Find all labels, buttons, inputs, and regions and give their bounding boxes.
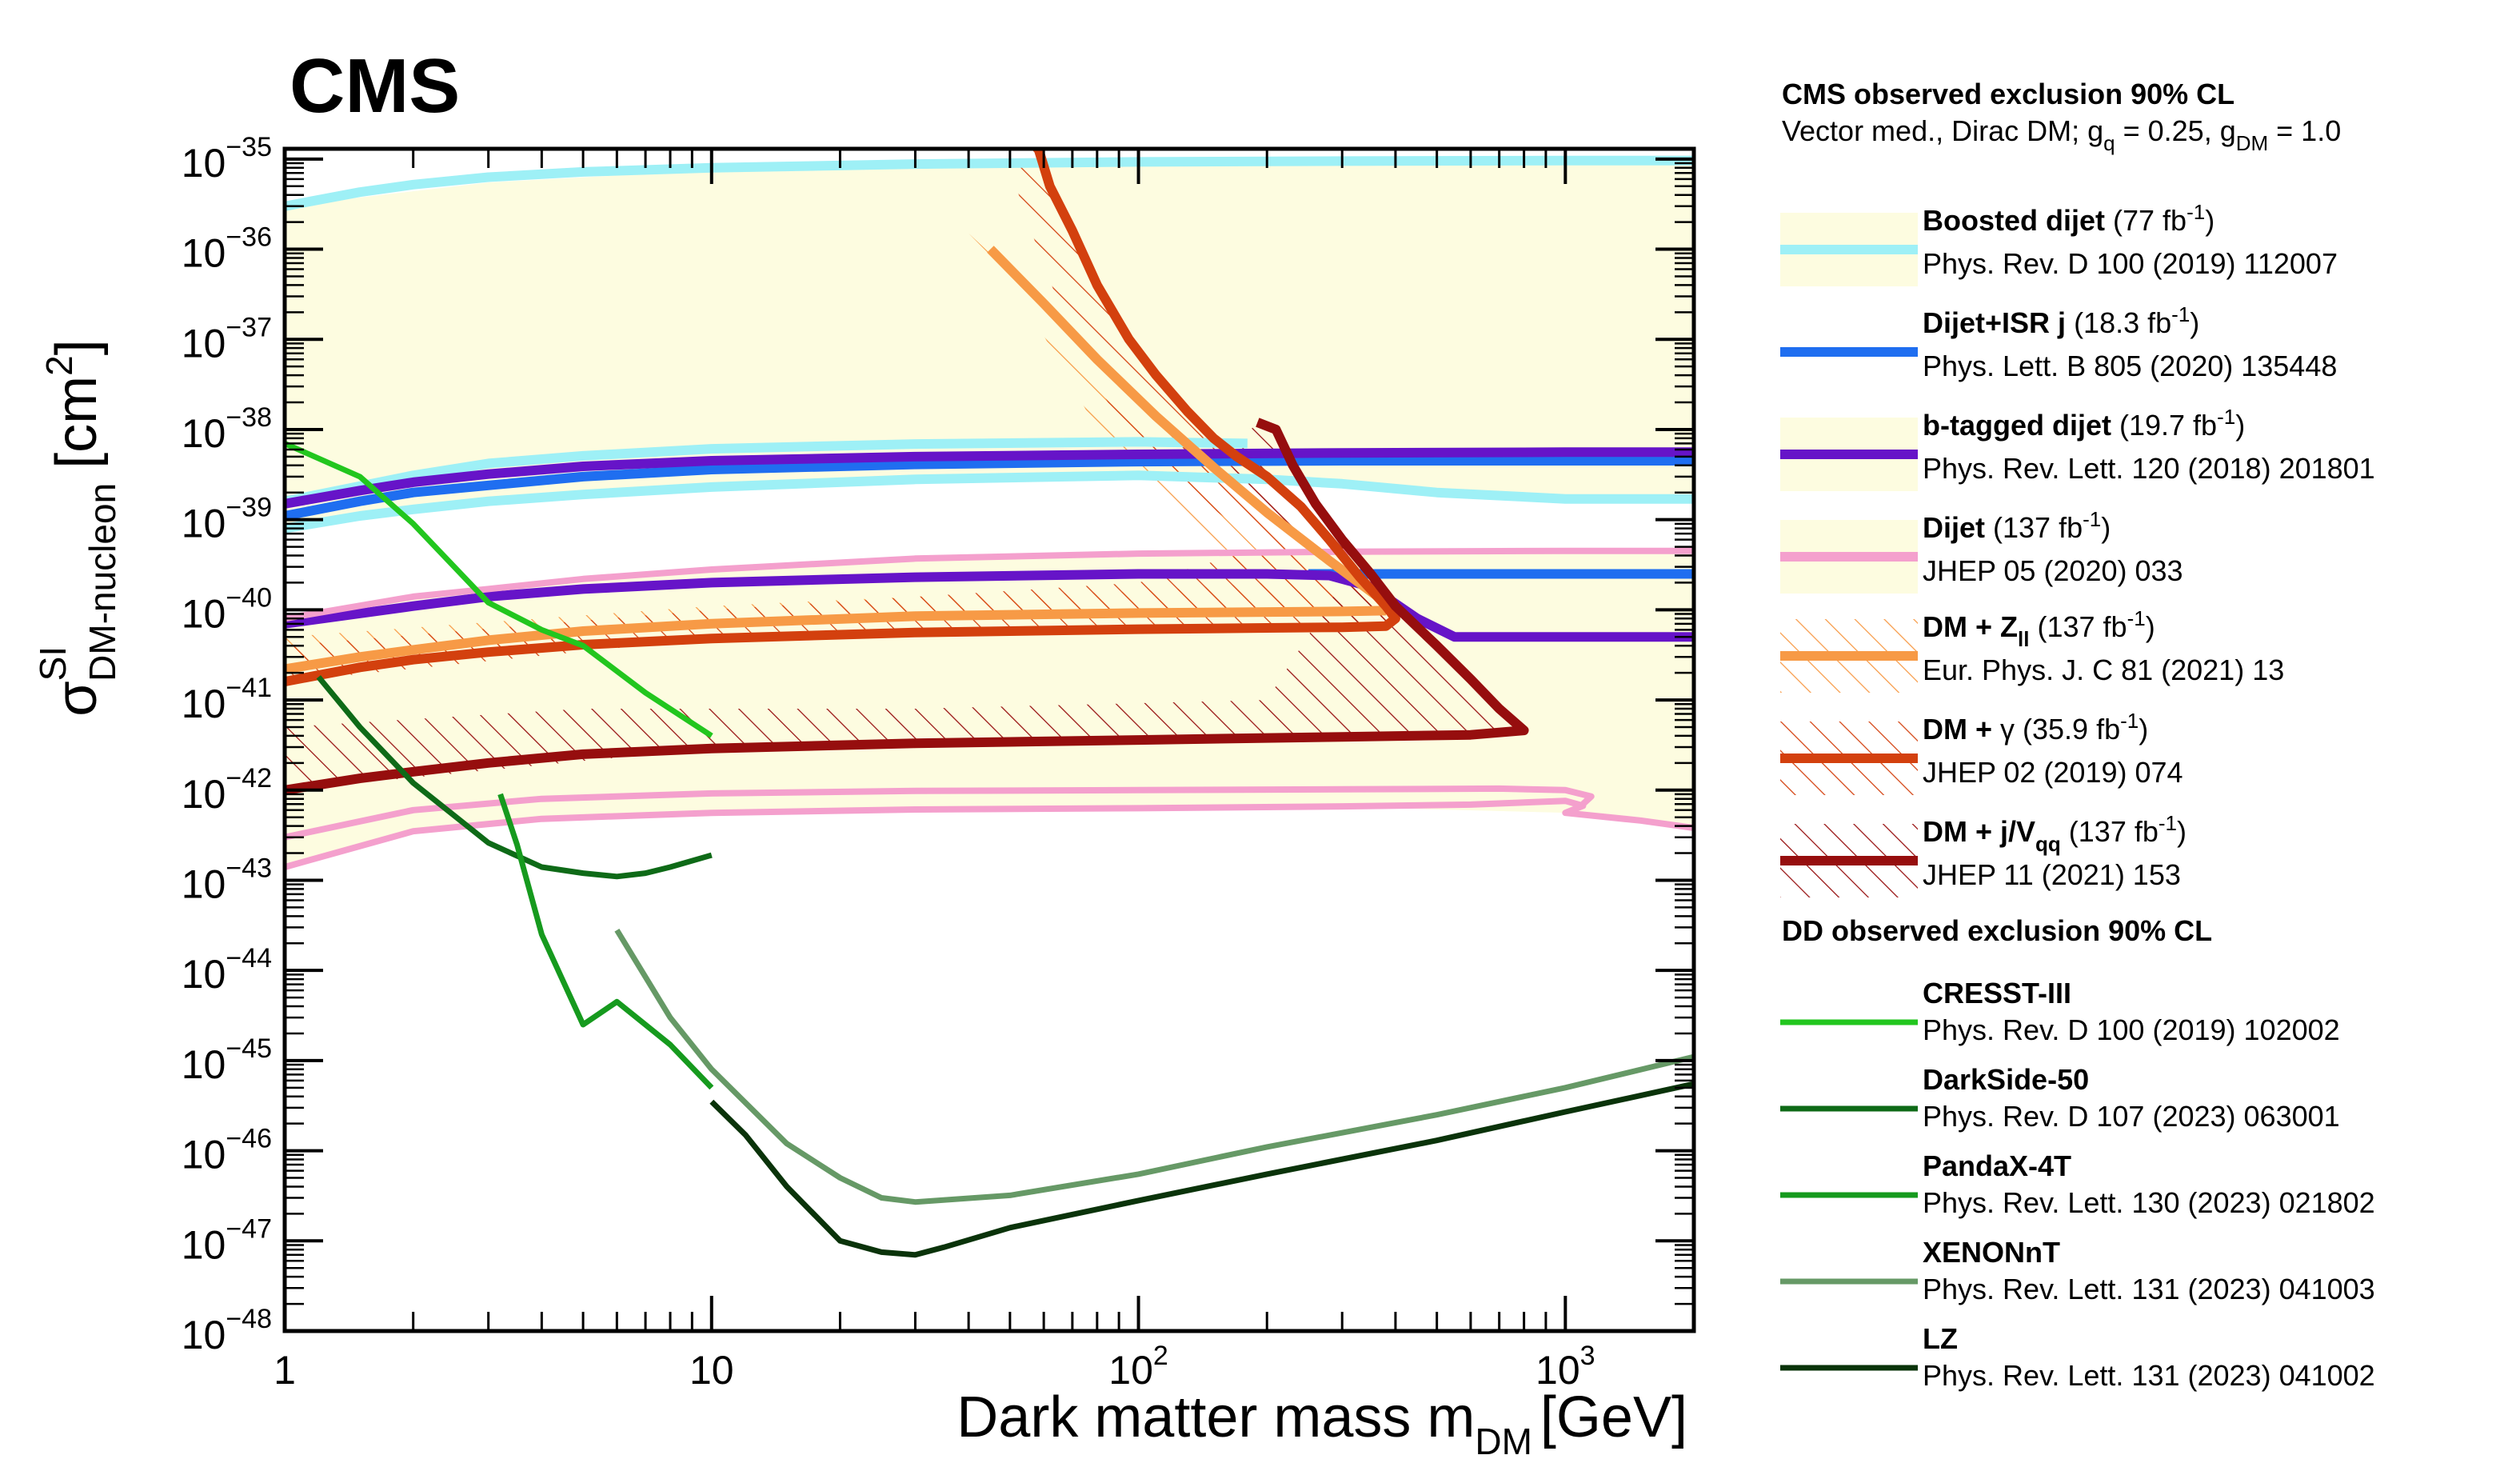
legend-entry-dm-j-vqq: DM + j/Vqq (137 fb-1)JHEP 11 (2021) 153: [1780, 811, 2187, 897]
series-dm-j-vqq-line-0: [285, 418, 1529, 795]
series-dm-zll-line-1: [987, 246, 1389, 607]
x-axis-title: Dark matter mass mDM [GeV]: [956, 1385, 1687, 1462]
y-tick-label: 10−36: [182, 222, 272, 276]
y-tick-label: 10−47: [182, 1213, 272, 1267]
legend-entry-title: CRESST-III: [1923, 977, 2071, 1009]
series-dijet-line-0: [285, 547, 1694, 622]
legend-entry-reference: Eur. Phys. J. C 81 (2021) 13: [1923, 654, 2284, 686]
legend-entry-b-tagged-dijet: b-tagged dijet (19.7 fb-1) Phys. Rev. Let…: [1780, 405, 2375, 491]
series-pandax-4t-line-0: [497, 793, 714, 1090]
legend-entry-reference: JHEP 05 (2020) 033: [1923, 554, 2183, 587]
series-b-tagged-dijet-line-0: [285, 447, 1694, 509]
legend-entry-title: Dijet (137 fb-1): [1923, 507, 2111, 544]
y-tick-label: 10−35: [182, 132, 272, 186]
legend-entry-title: Boosted dijet (77 fb-1): [1923, 200, 2214, 237]
legend-entry-lz: LZ Phys. Rev. Lett. 131 (2023) 041002: [1780, 1322, 2375, 1392]
y-tick-label: 10−39: [182, 493, 272, 546]
series-boosted-dijet-line-1: [285, 470, 1694, 534]
series-darkside-50-line-0: [316, 675, 713, 880]
legend-entry-reference: Phys. Rev. D 107 (2023) 063001: [1923, 1100, 2340, 1133]
hatch-dm-j-v: [285, 422, 1524, 790]
legend-entry-title: PandaX-4T: [1923, 1149, 2071, 1182]
y-tick-label: 10−38: [182, 402, 272, 456]
plot-frame: [282, 146, 1696, 1333]
series-dm-zll-line-0: [285, 606, 1387, 674]
series-dijet-line-2: [285, 785, 1595, 841]
series-lz-line-0: [709, 1081, 1694, 1258]
y-tick-label: 10−46: [182, 1124, 272, 1177]
legend-entry-reference: Phys. Rev. Lett. 131 (2023) 041003: [1923, 1273, 2375, 1305]
legend-entry-reference: JHEP 02 (2019) 074: [1923, 756, 2183, 789]
legend-entry-dm-zll: DM + Zll (137 fb-1)Eur. Phys. J. C 81 (2…: [1780, 606, 2284, 693]
y-tick-label: 10−40: [182, 582, 272, 636]
axis-ticks: 1 10 102 103 10−35 10−36 10−37 10−38 10−39 10−40 1…: [182, 132, 1695, 1393]
x-tick-label: 1: [274, 1348, 296, 1393]
legend-entry-boosted-dijet: Boosted dijet (77 fb-1) Phys. Rev. D 100 …: [1780, 200, 2338, 286]
legend-entry-reference: Phys. Lett. B 805 (2020) 135448: [1923, 350, 2337, 382]
legend-entry-title: DM + γ (35.9 fb-1): [1923, 709, 2148, 745]
hatch-dm: [285, 149, 1396, 682]
legend-entry-reference: Phys. Rev. Lett. 130 (2023) 021802: [1923, 1186, 2375, 1219]
series-dijet-isr-j-line-0: [285, 456, 1694, 521]
y-tick-label: 10−41: [182, 673, 272, 726]
legend-entry-title: DM + Zll (137 fb-1): [1923, 606, 2155, 651]
series-dijet-line-1: [285, 797, 1694, 870]
legend-entry-cresst-iii: CRESST-III Phys. Rev. D 100 (2019) 102002: [1780, 977, 2340, 1046]
series-b-tagged-dijet-line-1: [285, 569, 1694, 642]
y-tick-label: 10−37: [182, 312, 272, 366]
x-tick-label: 10: [689, 1348, 734, 1393]
legend-entry-pandax-4t: PandaX-4T Phys. Rev. Lett. 130 (2023) 021…: [1780, 1149, 2375, 1219]
legend-entry-title: b-tagged dijet (19.7 fb-1): [1923, 405, 2245, 442]
legend-entry-reference: Phys. Rev. Lett. 120 (2018) 201801: [1923, 452, 2375, 485]
legend-entry-dijet-isr-j: Dijet+ISR j (18.3 fb-1) Phys. Lett. B 805…: [1780, 302, 2337, 382]
y-tick-label: 10−48: [182, 1304, 272, 1357]
x-tick-label: 102: [1108, 1341, 1168, 1393]
legend-entry-dm-gamma: DM + γ (35.9 fb-1) JHEP 02 (2019) 074: [1780, 709, 2183, 795]
legend-entry-title: Dijet+ISR j (18.3 fb-1): [1923, 302, 2199, 339]
y-tick-label: 10−44: [182, 943, 272, 997]
y-axis-title: σSI DM-nucleon[cm2]: [32, 339, 123, 717]
legend-entry-title: LZ: [1923, 1322, 1958, 1355]
legend-entry-reference: Phys. Rev. D 100 (2019) 102002: [1923, 1013, 2340, 1046]
legend-entry-xenonnt: XENONnT Phys. Rev. Lett. 131 (2023) 04100…: [1780, 1236, 2375, 1305]
y-tick-label: 10−42: [182, 763, 272, 817]
series-xenonnt-line-0: [614, 928, 1694, 1205]
legend-dd-header: DD observed exclusion 90% CL: [1782, 914, 2212, 947]
svg-text:Dark matter mass mDM[GeV]: Dark matter mass mDM [GeV]: [956, 1385, 1687, 1462]
series-boosted-dijet-line-2: [285, 437, 1248, 506]
legend-entry-reference: Phys. Rev. Lett. 131 (2023) 041002: [1923, 1359, 2375, 1392]
legend-cms-subheader: Vector med., Dirac DM; gq = 0.25, gDM = …: [1782, 114, 2341, 155]
y-tick-label: 10−43: [182, 853, 272, 906]
legend-cms-header: CMS observed exclusion 90% CL: [1782, 78, 2234, 110]
legend-entry-dijet: Dijet (137 fb-1) JHEP 05 (2020) 033: [1780, 507, 2183, 594]
legend-entry-reference: JHEP 11 (2021) 153: [1923, 858, 2181, 891]
legend-entry-title: DarkSide-50: [1923, 1063, 2089, 1096]
x-tick-label: 103: [1536, 1341, 1595, 1393]
experiment-label: CMS: [290, 43, 460, 129]
legend-entry-reference: Phys. Rev. D 100 (2019) 112007: [1923, 247, 2338, 280]
y-tick-label: 10−45: [182, 1033, 272, 1087]
series-cresst-iii-line-0: [285, 441, 713, 738]
series-dm-line-0: [285, 149, 1400, 686]
legend: CMS observed exclusion 90% CL Vector med.…: [1780, 78, 2375, 1392]
legend-entry-title: DM + j/Vqq (137 fb-1): [1923, 811, 2187, 856]
region-boosted-dijet-0: [285, 160, 1694, 529]
legend-entry-title: XENONnT: [1923, 1236, 2060, 1269]
legend-entry-darkside-50: DarkSide-50 Phys. Rev. D 107 (2023) 06300…: [1780, 1063, 2340, 1133]
